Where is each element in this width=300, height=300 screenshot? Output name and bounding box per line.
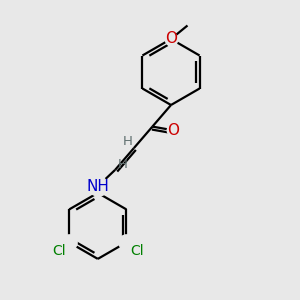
Text: Cl: Cl [52, 244, 66, 258]
Text: O: O [167, 123, 179, 138]
Text: H: H [122, 135, 132, 148]
Text: H: H [118, 158, 128, 171]
Text: O: O [165, 31, 177, 46]
Text: Cl: Cl [130, 244, 144, 258]
Text: NH: NH [86, 179, 109, 194]
